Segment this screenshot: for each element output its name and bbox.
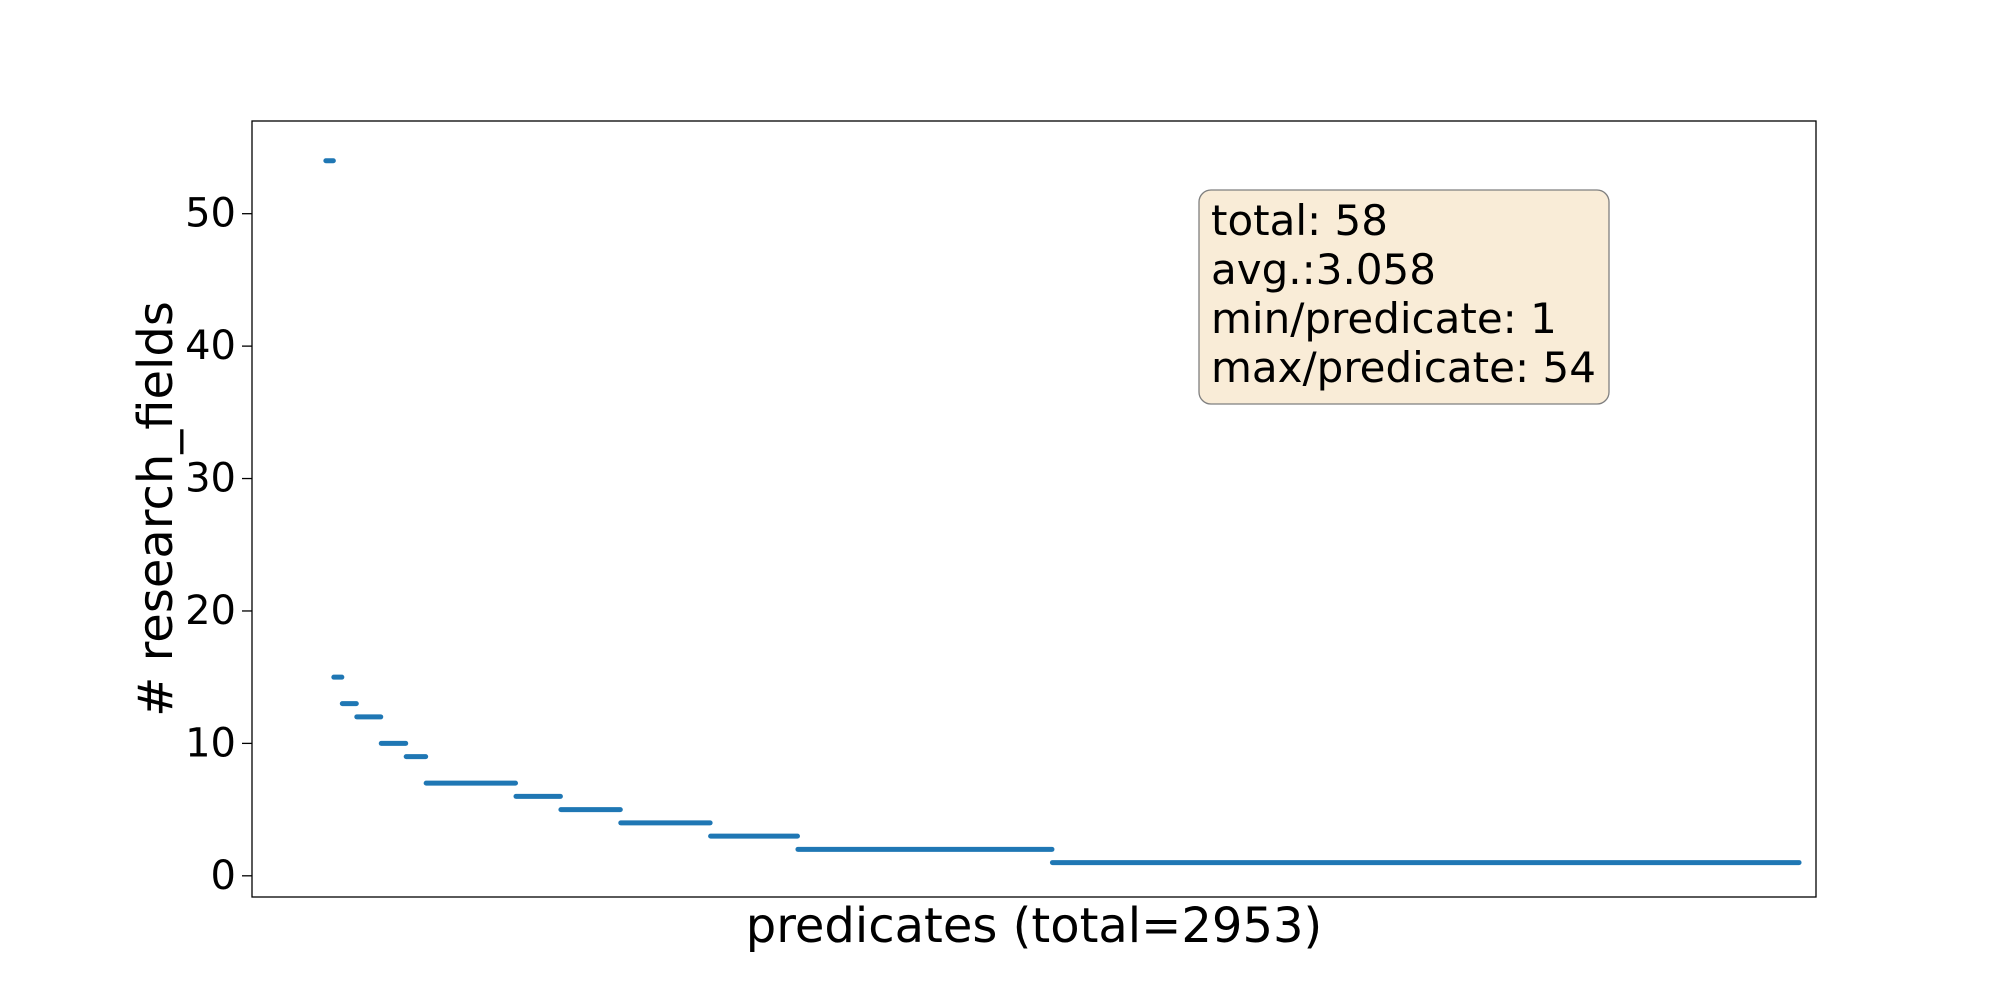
stats-average: avg.:3.058 (1211, 245, 1436, 294)
plot-frame (251, 120, 1817, 898)
stats-max-per-predicate: max/predicate: 54 (1211, 343, 1596, 392)
data-segments (323, 158, 1802, 866)
stats-min-per-predicate: min/predicate: 1 (1211, 294, 1557, 343)
y-axis-ticks: 0 10 20 30 40 50 (185, 191, 252, 899)
y-axis-label: # research_fields (128, 301, 184, 717)
y-tick-label-50: 50 (185, 191, 236, 237)
y-tick-label-20: 20 (185, 588, 236, 634)
y-tick-label-0: 0 (211, 853, 236, 899)
y-tick-label-10: 10 (185, 720, 236, 766)
y-tick-label-30: 30 (185, 456, 236, 502)
stats-annotation-box: total: 58 avg.:3.058 min/predicate: 1 ma… (1198, 189, 1610, 405)
stats-total: total: 58 (1211, 196, 1388, 245)
stats-box-background (1198, 189, 1610, 405)
y-tick-label-40: 40 (185, 323, 236, 369)
x-axis-label: predicates (total=2953) (746, 898, 1323, 954)
